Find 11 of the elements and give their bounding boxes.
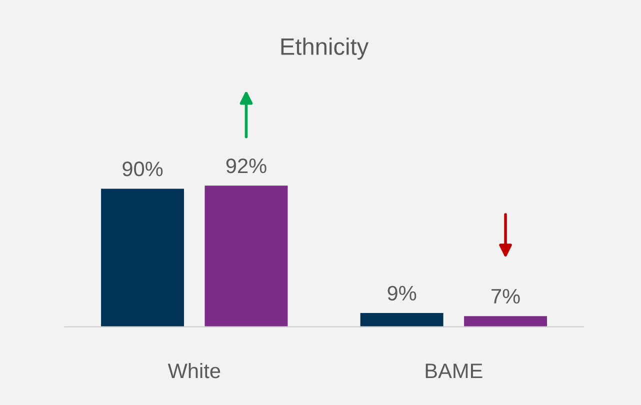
x-tick-label: White (168, 362, 220, 378)
data-label: 7% (492, 288, 520, 304)
bar (360, 313, 444, 327)
chart-title: Ethnicity (281, 38, 369, 60)
bar (101, 188, 184, 327)
data-label: 9% (388, 286, 416, 301)
data-label: 92% (226, 158, 266, 174)
x-tick-label: BAME (426, 364, 482, 378)
bar (204, 186, 288, 327)
bar (464, 316, 548, 327)
data-label: 90% (122, 162, 163, 176)
